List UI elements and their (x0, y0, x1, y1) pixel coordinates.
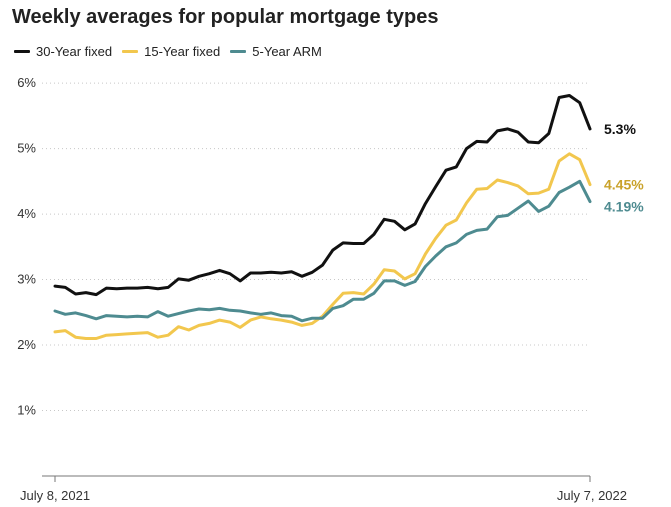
series-line-5-year-arm (53, 179, 592, 323)
x-tick-label: July 7, 2022 (557, 488, 627, 503)
chart-title: Weekly averages for popular mortgage typ… (12, 6, 439, 28)
legend-swatch-5-year-arm (230, 50, 247, 53)
x-axis: July 8, 2021 July 7, 2022 (20, 475, 627, 503)
legend-label-5-year-arm: 5-Year ARM (252, 44, 322, 59)
y-tick-label: 3% (17, 272, 36, 287)
series-line-30-year-fixed (53, 94, 592, 297)
legend-label-30-year-fixed: 30-Year fixed (36, 44, 113, 59)
end-labels: 5.3% 4.45% 4.19% (604, 121, 644, 215)
y-tick-label: 6% (17, 75, 36, 90)
gridlines: 1% 2% 3% 4% 5% 6% (17, 75, 590, 418)
y-tick-label: 4% (17, 206, 36, 221)
y-tick-label: 5% (17, 141, 36, 156)
series-lines (53, 94, 592, 340)
end-label-30-year-fixed: 5.3% (604, 121, 636, 137)
x-tick-label: July 8, 2021 (20, 488, 90, 503)
y-tick-label: 2% (17, 337, 36, 352)
end-label-5-year-arm: 4.19% (604, 199, 644, 215)
end-label-15-year-fixed: 4.45% (604, 177, 644, 193)
y-tick-label: 1% (17, 403, 36, 418)
legend-item-5-year-arm: 5-Year ARM (230, 44, 322, 59)
legend-swatch-30-year-fixed (14, 50, 30, 53)
series-line-15-year-fixed (53, 152, 592, 340)
legend-swatch-15-year-fixed (122, 50, 139, 53)
legend-item-30-year-fixed: 30-Year fixed (14, 44, 112, 59)
chart-legend: 30-Year fixed 15-Year fixed 5-Year ARM (14, 44, 332, 59)
legend-item-15-year-fixed: 15-Year fixed (122, 44, 220, 59)
legend-label-15-year-fixed: 15-Year fixed (144, 44, 221, 59)
